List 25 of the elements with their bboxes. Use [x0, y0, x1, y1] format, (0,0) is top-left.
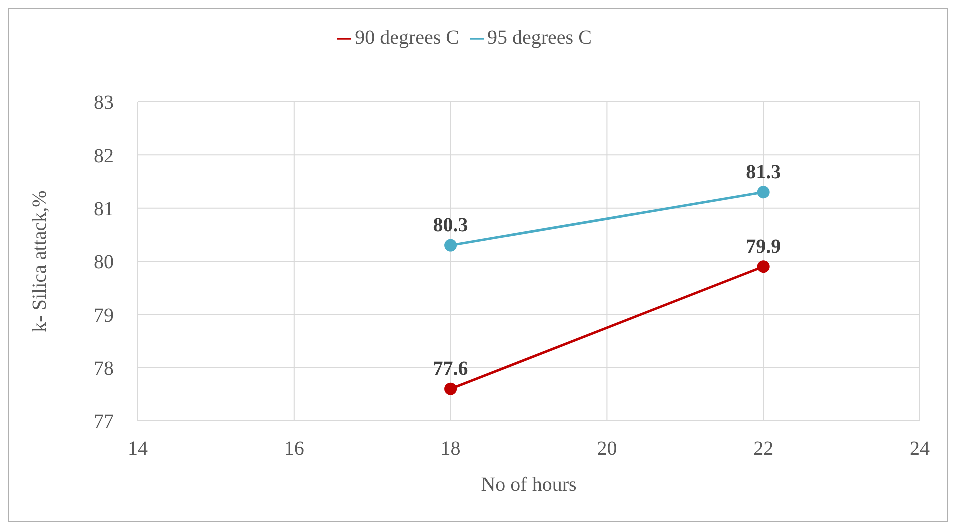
x-tick-label: 20	[597, 438, 618, 460]
x-tick-label: 22	[754, 438, 774, 460]
y-tick-label: 81	[94, 198, 114, 220]
point	[757, 260, 770, 274]
y-tick-label: 80	[94, 252, 114, 274]
x-tick-label: 18	[440, 438, 461, 460]
x-tick-label: 16	[284, 438, 304, 460]
legend-label: 90 degrees C	[355, 27, 460, 49]
legend-label: 95 degrees C	[488, 27, 592, 49]
data-label: 80.3	[433, 214, 468, 237]
point	[444, 239, 458, 252]
x-axis-title: No of hours	[481, 474, 577, 496]
data-label: 77.6	[433, 358, 468, 380]
y-tick-label: 83	[94, 92, 114, 114]
data-label: 81.3	[746, 161, 782, 184]
point	[757, 186, 770, 199]
y-axis-title: k- Silica attack,%	[29, 190, 52, 332]
y-tick-label: 77	[94, 411, 114, 434]
point	[444, 382, 458, 396]
data-label: 79.9	[746, 236, 782, 258]
x-tick-label: 24	[910, 438, 930, 460]
y-tick-label: 79	[94, 304, 114, 327]
x-tick-label: 14	[128, 438, 148, 460]
y-tick-label: 82	[94, 145, 114, 168]
y-tick-label: 78	[94, 358, 114, 380]
